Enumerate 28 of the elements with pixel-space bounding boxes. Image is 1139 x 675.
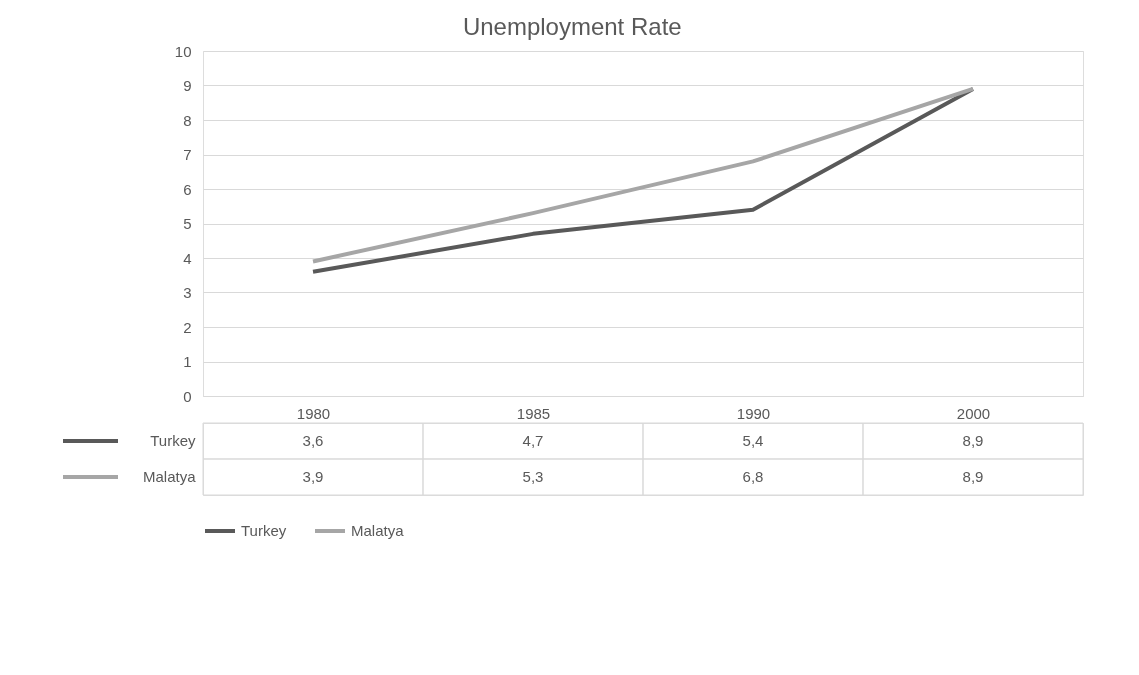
y-tick-label: 0 (183, 387, 192, 405)
text: Turkey (241, 522, 287, 539)
data-label: 4,7 (522, 432, 544, 449)
y-tick-label: 3 (183, 284, 192, 301)
y-tick-label: 2 (183, 318, 192, 336)
x-tick-label: 1980 (296, 404, 331, 422)
text: Malatya (351, 522, 404, 539)
legend-label: Turkey (150, 432, 196, 449)
chart-title: Unemployment Rate (462, 12, 682, 40)
x-tick-label: 2000 (956, 404, 991, 422)
y-tick-label: 7 (183, 146, 192, 163)
x-tick-label: 1990 (736, 404, 771, 422)
y-tick-label: 4 (183, 249, 192, 267)
data-label: 3,6 (302, 432, 324, 449)
data-label: 8,9 (962, 432, 984, 449)
legend-label: Malatya (142, 468, 197, 485)
data-label: 3,9 (302, 468, 324, 485)
data-label: 8,9 (962, 468, 984, 485)
y-tick-label: 5 (183, 215, 192, 232)
data-label: 6,8 (742, 468, 764, 485)
y-tick-label: 6 (183, 180, 192, 198)
y-tick-label: 1 (183, 353, 192, 370)
y-tick-label: 8 (183, 111, 192, 129)
data-label: 5,4 (742, 432, 764, 449)
x-tick-label: 1985 (516, 404, 551, 422)
y-tick-label: 9 (183, 77, 192, 94)
data-label: 5,3 (522, 468, 544, 485)
y-tick-label: 10 (174, 42, 192, 60)
